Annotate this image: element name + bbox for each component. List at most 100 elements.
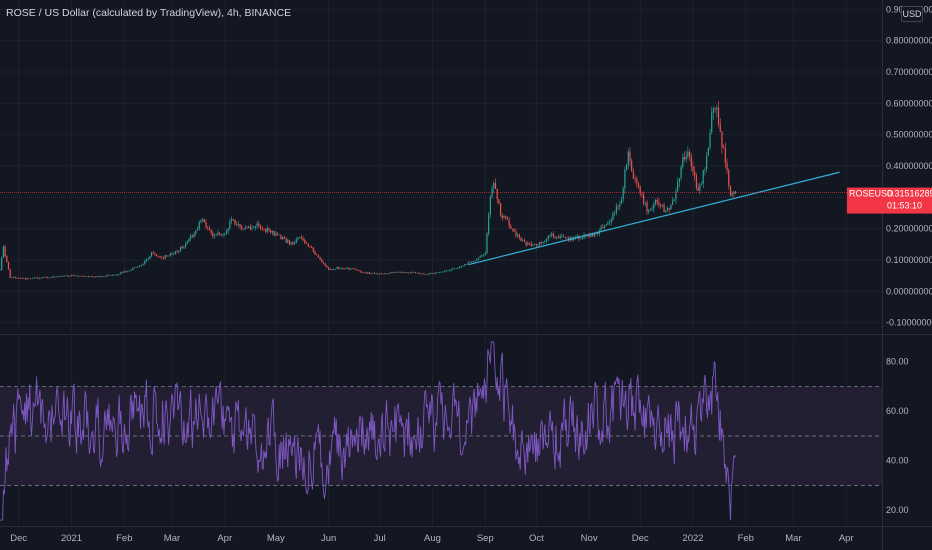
price-tick-label: 0.80000000 (886, 36, 932, 46)
candle (350, 268, 352, 271)
candle (237, 221, 239, 228)
candle (127, 270, 129, 273)
price-tag-symbol: ROSEUSD (849, 189, 894, 199)
date-tick-label: May (267, 533, 285, 544)
date-tick-label: Apr (217, 533, 232, 544)
candle (159, 256, 161, 259)
candle (186, 239, 188, 245)
candle (4, 244, 6, 258)
candle (173, 252, 175, 256)
candle (620, 196, 623, 205)
candle (549, 233, 551, 238)
candle (328, 266, 330, 270)
candle (498, 199, 500, 205)
candle (57, 276, 59, 278)
candle (101, 275, 103, 277)
candle (482, 254, 485, 258)
candle (232, 218, 234, 222)
trendline[interactable] (0, 171, 882, 266)
candle (554, 235, 556, 239)
candle (77, 275, 79, 277)
candle (276, 231, 279, 236)
candle (625, 163, 628, 172)
candle (341, 267, 343, 270)
candle (551, 231, 553, 238)
candle (399, 271, 401, 274)
candle (343, 267, 345, 270)
candle (113, 274, 115, 276)
candle (452, 267, 454, 271)
candle (128, 270, 131, 272)
candle (329, 268, 331, 271)
price-tag-countdown: 01:53:10 (887, 201, 922, 211)
candle (24, 277, 27, 280)
candle (557, 234, 560, 239)
candle (419, 273, 422, 275)
candle (629, 147, 631, 167)
candle (702, 169, 704, 189)
candle (460, 265, 463, 268)
price-tick-label: 0.60000000 (886, 98, 932, 108)
price-tick-label: 0.00000000 (886, 286, 932, 296)
candle (304, 238, 306, 245)
candle (677, 177, 679, 193)
candle (481, 254, 483, 257)
candle (506, 216, 509, 220)
candle (200, 218, 202, 224)
candle (729, 185, 732, 197)
candle (660, 203, 662, 209)
candle (728, 168, 730, 190)
candle (351, 268, 354, 269)
candle (43, 276, 45, 278)
candle (392, 271, 394, 274)
candle (345, 267, 347, 270)
support-trendline[interactable] (468, 171, 840, 266)
candle (643, 191, 645, 206)
candle (576, 233, 578, 240)
candle (488, 212, 490, 237)
date-tick-label: Mar (164, 533, 180, 544)
candle (196, 226, 199, 231)
candle (479, 255, 481, 258)
candle (137, 266, 139, 268)
price-tick-label: 0.70000000 (886, 67, 932, 77)
candle (494, 178, 497, 190)
currency-button[interactable]: USD (901, 6, 923, 22)
candle (60, 275, 62, 277)
candle (535, 243, 537, 248)
candle (7, 261, 10, 270)
candle (540, 241, 543, 245)
candle (493, 180, 495, 194)
candle (706, 151, 708, 173)
candle (637, 181, 640, 190)
candle (489, 194, 491, 219)
candle (421, 272, 423, 275)
candle (11, 276, 13, 279)
candle (247, 225, 250, 228)
candle (435, 271, 437, 275)
candle (646, 199, 648, 215)
rsi-line (0, 341, 737, 521)
candle (72, 274, 74, 276)
candle (624, 166, 626, 194)
candle (251, 224, 253, 231)
candle (106, 274, 108, 277)
candle (682, 153, 684, 169)
candle (375, 272, 377, 275)
candle (181, 244, 183, 250)
candle (477, 257, 480, 261)
candle (723, 144, 725, 149)
candle (547, 234, 549, 242)
candle (656, 197, 658, 206)
date-tick-label: Feb (738, 533, 754, 544)
candle (58, 275, 61, 277)
candle (404, 272, 406, 273)
candle (174, 250, 176, 255)
candle (244, 224, 246, 230)
candle (198, 220, 200, 231)
candle (266, 225, 268, 234)
candle (610, 217, 612, 226)
date-tick-label: Nov (581, 533, 598, 544)
